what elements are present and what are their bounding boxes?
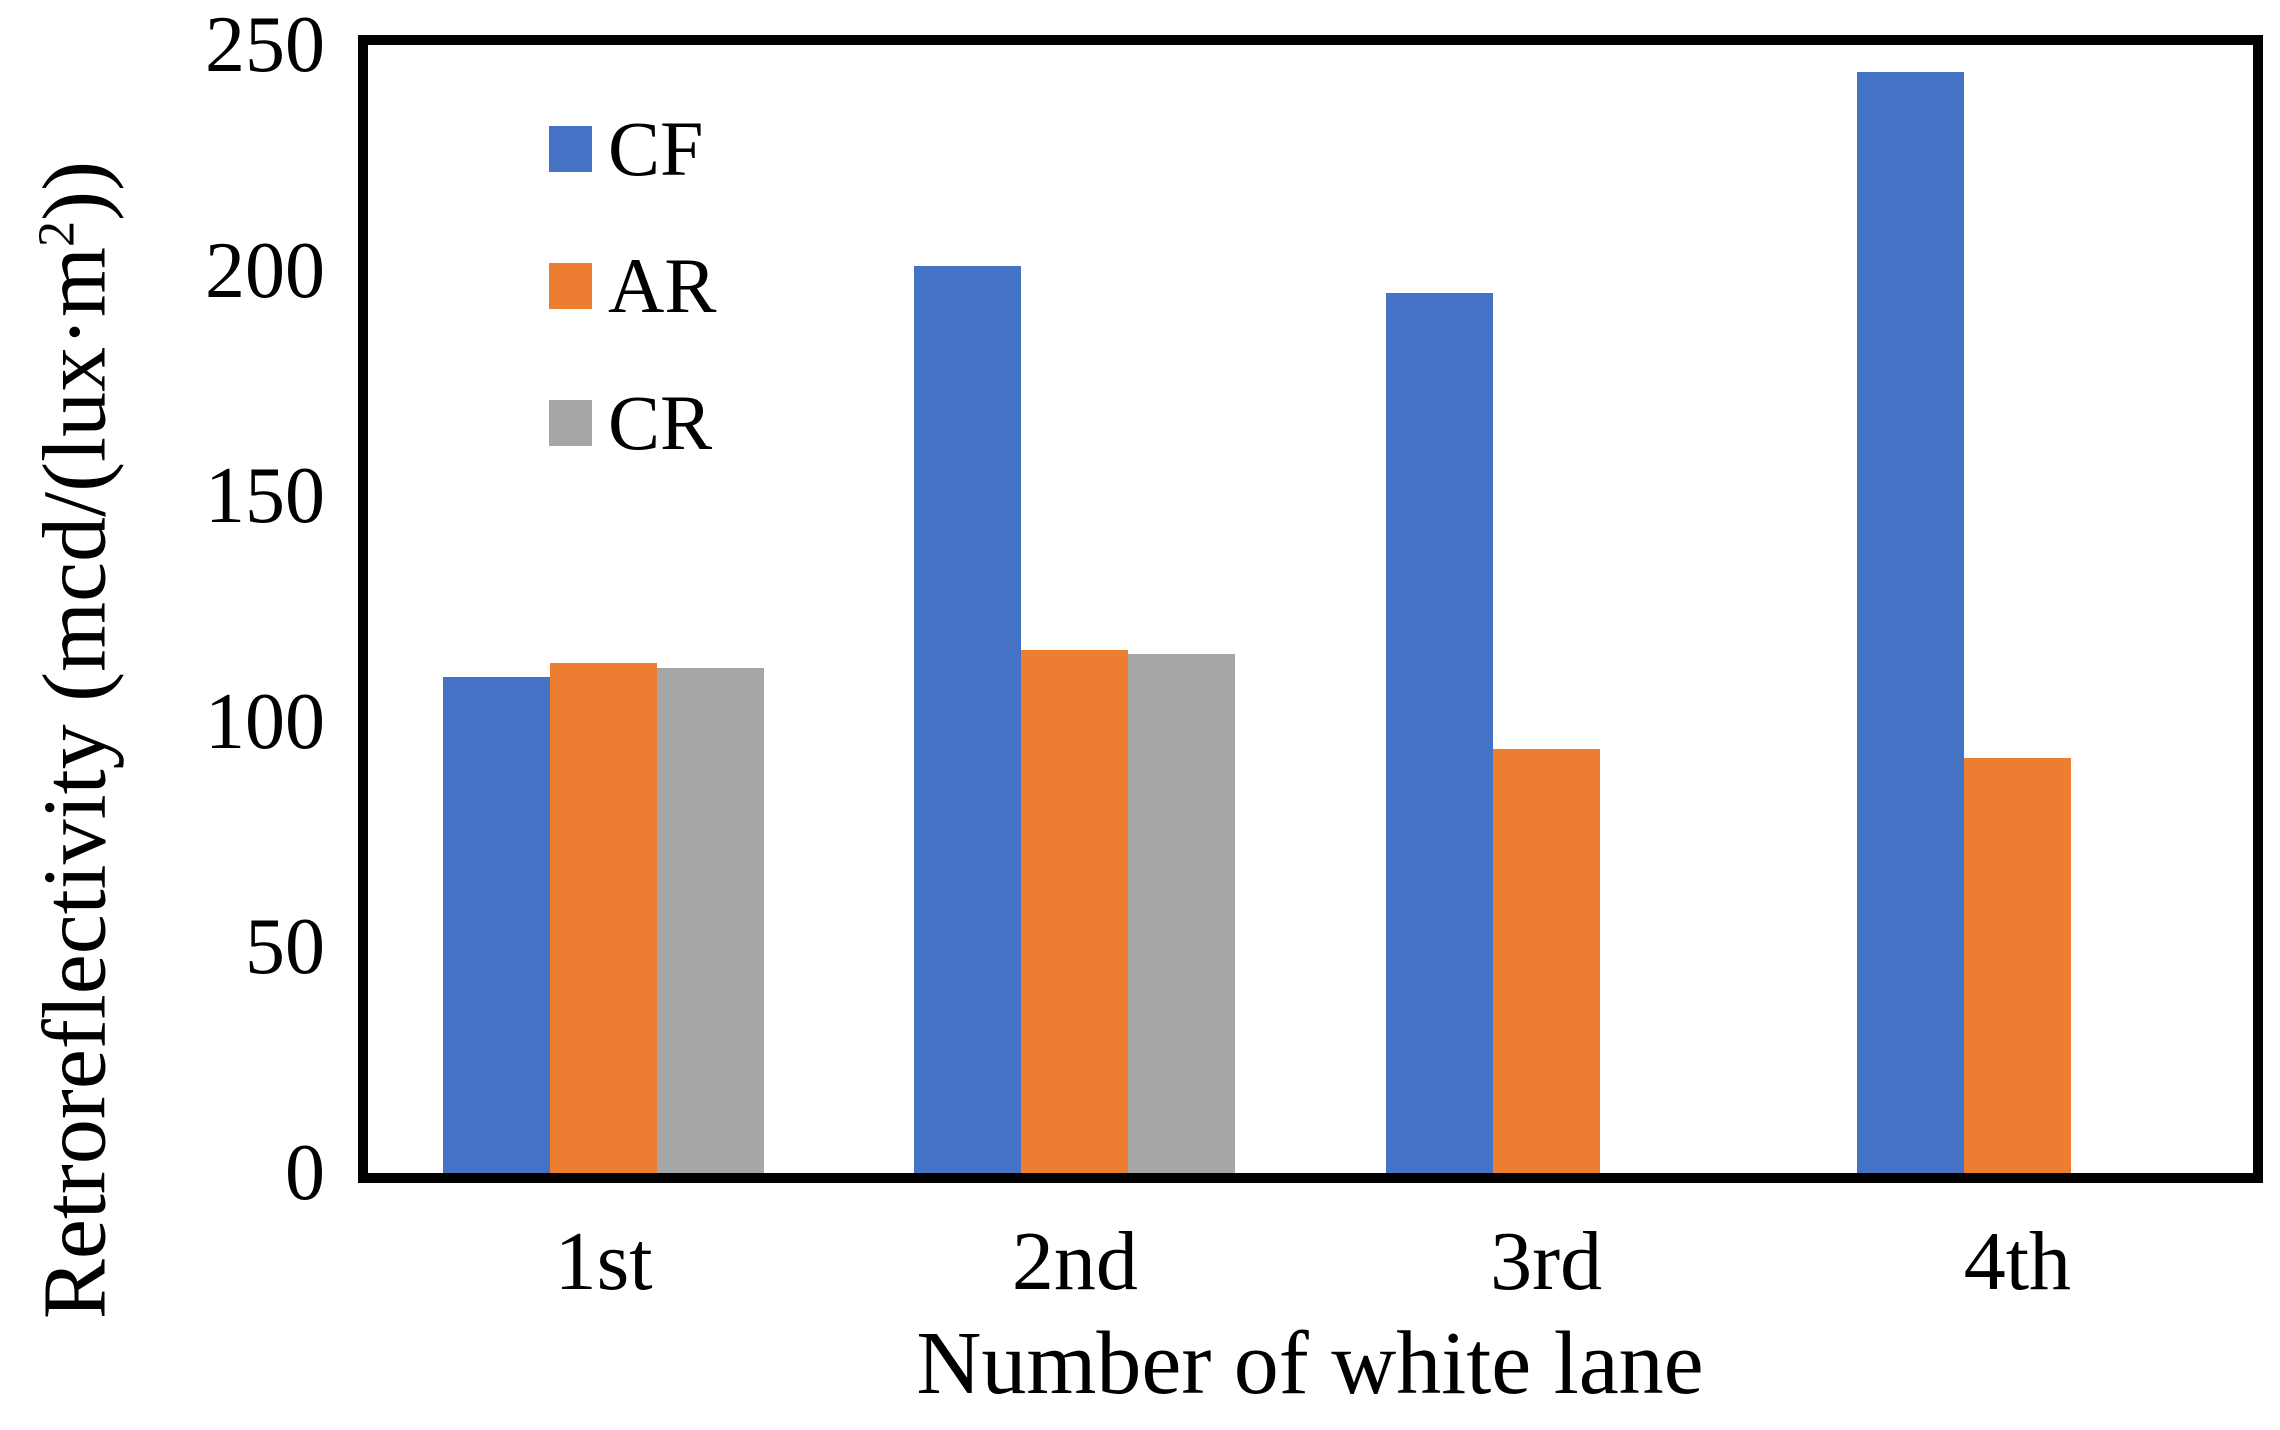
legend-item-ar: AR (549, 247, 716, 325)
bar-cf-2nd (914, 266, 1022, 1173)
x-tick-label-2nd: 2nd (1011, 1215, 1138, 1308)
bar-ar-2nd (1021, 649, 1129, 1173)
bar-ar-1st (550, 663, 658, 1173)
legend-label-cf: CF (608, 105, 704, 192)
y-tick-label-100: 100 (205, 677, 325, 766)
y-tick-label-250: 250 (205, 1, 325, 89)
x-tick-label-4th: 4th (1963, 1215, 2072, 1308)
legend-label-cr: CR (608, 379, 713, 466)
legend-swatch-ar-icon (549, 263, 592, 309)
bar-cr-2nd (1128, 654, 1236, 1173)
legend-item-cr: CR (549, 384, 716, 462)
y-axis-title-suffix: )) (25, 160, 125, 221)
plot-area (358, 35, 2263, 1183)
y-tick-label-0: 0 (285, 1129, 325, 1217)
y-tick-label-150: 150 (205, 452, 325, 541)
legend-swatch-cr-icon (549, 400, 592, 446)
legend: CF AR CR (549, 110, 716, 462)
bar-cf-4th (1856, 72, 1964, 1173)
legend-label-ar: AR (608, 242, 717, 329)
x-tick-label-1st: 1st (554, 1215, 653, 1308)
x-axis-title: Number of white lane (916, 1314, 1704, 1413)
bar-ar-4th (1963, 757, 2071, 1173)
legend-item-cf: CF (549, 110, 716, 188)
y-tick-label-200: 200 (205, 226, 325, 315)
x-tick-label-3rd: 3rd (1490, 1215, 1603, 1308)
y-tick-label-50: 50 (245, 903, 325, 992)
bar-cf-1st (443, 676, 551, 1173)
bar-ar-3rd (1492, 748, 1600, 1173)
legend-swatch-cf-icon (549, 126, 592, 172)
bar-cr-1st (657, 667, 765, 1173)
bar-cf-3rd (1385, 293, 1493, 1173)
